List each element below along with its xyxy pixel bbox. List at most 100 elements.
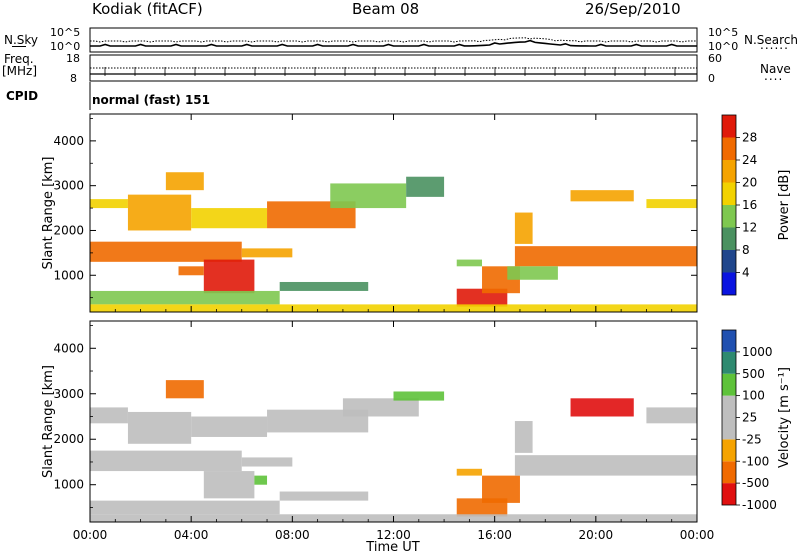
colorbar-tick-label: -1000: [742, 498, 777, 512]
colorbar-segment-5: [722, 373, 736, 396]
data-region-14: [456, 468, 483, 476]
y-axis-label: Slant Range [km]: [41, 157, 56, 270]
colorbar-segment-2: [722, 439, 736, 462]
data-region-11: [279, 491, 369, 501]
y-tick-label: 4000: [53, 134, 84, 148]
data-region-9: [203, 259, 255, 294]
date-title: 26/Sep/2010: [585, 0, 681, 18]
freq-tick-high: 18: [66, 52, 80, 65]
data-region-9: [254, 475, 268, 485]
colorbar-tick-label: -100: [742, 454, 769, 468]
colorbar-segment-6: [722, 351, 736, 374]
colorbar-segment-7: [722, 115, 736, 138]
colorbar-segment-7: [722, 330, 736, 352]
data-region-17: [570, 398, 634, 417]
x-tick-label: 12:00: [376, 528, 411, 542]
freq-tick-low: 8: [70, 72, 77, 85]
colorbar-tick-label: 25: [742, 411, 757, 425]
nsearch-legend-dots: ......: [760, 38, 789, 52]
colorbar-segment-0: [722, 483, 736, 505]
data-region-21: [507, 266, 558, 280]
data-region-16: [514, 455, 697, 476]
x-tick-label: 16:00: [477, 528, 512, 542]
y-axis-label: Slant Range [km]: [41, 365, 56, 478]
x-tick-label: 08:00: [275, 528, 310, 542]
y-tick-label: 2000: [53, 223, 84, 237]
colorbar-segment-6: [722, 137, 736, 160]
data-region-2: [90, 407, 128, 424]
data-region-1: [241, 248, 293, 258]
data-region-10: [90, 500, 280, 515]
freq-unit-label: [MHz]: [2, 64, 38, 78]
x-tick-label: 04:00: [174, 528, 209, 542]
nave-label: Nave: [760, 62, 791, 76]
colorbar-tick-label: 4: [742, 266, 750, 280]
data-region-15: [514, 421, 533, 453]
colorbar-segment-4: [722, 395, 736, 418]
colorbar-segment-3: [722, 417, 736, 440]
y-tick-label: 3000: [53, 387, 84, 401]
nsky-legend-line: [12, 46, 26, 47]
noise-panel-frame: [89, 27, 698, 53]
data-region-10: [178, 266, 204, 276]
colorbar-tick-label: 1000: [742, 345, 773, 359]
data-region-4: [191, 208, 268, 229]
nsky-series-line: [90, 39, 697, 47]
colorbar-label: Power [dB]: [777, 170, 792, 241]
data-region-13: [482, 475, 520, 503]
colorbar-tick-label: -25: [742, 432, 762, 446]
nsearch-label: N.Search: [744, 33, 799, 47]
colorbar-tick-label: 28: [742, 131, 757, 145]
data-region-6: [330, 183, 407, 209]
station-title: Kodiak (fitACF): [92, 0, 203, 18]
data-region-8: [203, 471, 255, 499]
beam-title: Beam 08: [352, 0, 420, 18]
nsearch-series-line: [90, 37, 697, 43]
data-region-0: [90, 450, 242, 472]
y-tick-label: 3000: [53, 179, 84, 193]
data-region-16: [514, 212, 533, 244]
nsearch-tick-low: 10^0: [708, 40, 739, 53]
colorbar-tick-label: 16: [742, 198, 757, 212]
colorbar-segment-5: [722, 160, 736, 183]
data-region-18: [646, 407, 697, 424]
data-region-12: [279, 281, 369, 291]
cpid-label: CPID: [6, 89, 39, 103]
nave-legend-dots: ....: [764, 69, 784, 83]
colorbar-segment-3: [722, 205, 736, 228]
data-region-3: [127, 411, 192, 444]
data-region-18: [570, 190, 634, 202]
data-region-15: [456, 259, 483, 267]
nsky-label: N.Sky: [4, 33, 39, 47]
cpid-value: normal (fast) 151: [92, 93, 210, 107]
freq-label: Freq.: [4, 52, 34, 66]
y-tick-label: 1000: [53, 268, 84, 282]
data-region-1: [241, 457, 293, 467]
colorbar-tick-label: 20: [742, 176, 757, 190]
colorbar-tick-label: 100: [742, 389, 765, 403]
colorbar-tick-label: 12: [742, 221, 757, 235]
colorbar-tick-label: 8: [742, 243, 750, 257]
nsky-tick-low: 10^0: [50, 40, 81, 53]
x-tick-label: 00:00: [680, 528, 715, 542]
data-region-3: [127, 194, 192, 231]
data-region-0: [90, 241, 242, 262]
colorbar-tick-label: 500: [742, 367, 765, 381]
colorbar-segment-2: [722, 227, 736, 250]
x-tick-label: 20:00: [579, 528, 614, 542]
nsky-tick-high: 10^5: [50, 26, 81, 39]
colorbar-tick-label: -500: [742, 476, 769, 490]
data-region-7: [406, 176, 445, 197]
data-region-2: [90, 199, 128, 209]
data-region-6: [342, 398, 419, 417]
nave-tick-high: 60: [708, 52, 722, 65]
data-region-4: [191, 416, 268, 437]
data-region-20: [393, 391, 445, 401]
colorbar-tick-label: 24: [742, 153, 757, 167]
nsearch-tick-high: 10^5: [708, 26, 739, 39]
colorbar-segment-0: [722, 272, 736, 295]
colorbar-segment-4: [722, 182, 736, 205]
nave-tick-low: 0: [708, 72, 715, 85]
